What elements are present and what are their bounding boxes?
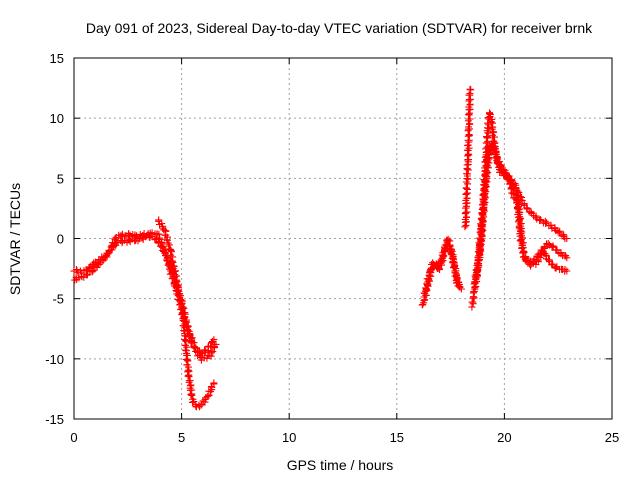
x-tick-label: 15 (390, 430, 404, 445)
y-tick-label: 15 (50, 51, 64, 66)
series-track-2 (71, 229, 220, 364)
y-tick-label: -10 (45, 352, 64, 367)
data-point-markers (70, 231, 218, 357)
data-marks (70, 85, 571, 411)
series-track-3 (155, 216, 218, 411)
data-point-markers (420, 238, 463, 297)
x-tick-label: 25 (605, 430, 619, 445)
data-point-markers (461, 85, 475, 231)
data-point-markers (155, 216, 218, 411)
x-axis-label: GPS time / hours (287, 457, 394, 473)
y-tick-label: 10 (50, 111, 64, 126)
grid (74, 58, 612, 419)
series-track-5 (420, 238, 463, 297)
x-tick-label: 5 (178, 430, 185, 445)
series-track-9 (472, 139, 571, 281)
data-point-markers (71, 229, 220, 364)
y-tick-label: 0 (57, 232, 64, 247)
x-tick-label: 10 (282, 430, 296, 445)
y-axis-label: SDTVAR / TECUs (7, 183, 23, 295)
x-tick-label: 0 (70, 430, 77, 445)
series-track-6 (461, 85, 475, 231)
series-track-1 (70, 231, 218, 357)
y-axis: -15 -10 -5 0 5 10 15 (45, 51, 612, 427)
x-axis: 0 5 10 15 20 25 (70, 58, 619, 445)
y-tick-label: -15 (45, 412, 64, 427)
y-tick-label: -5 (52, 292, 64, 307)
y-tick-label: 5 (57, 171, 64, 186)
x-tick-label: 20 (497, 430, 511, 445)
data-point-markers (472, 139, 571, 281)
chart-title: Day 091 of 2023, Sidereal Day-to-day VTE… (86, 20, 593, 36)
